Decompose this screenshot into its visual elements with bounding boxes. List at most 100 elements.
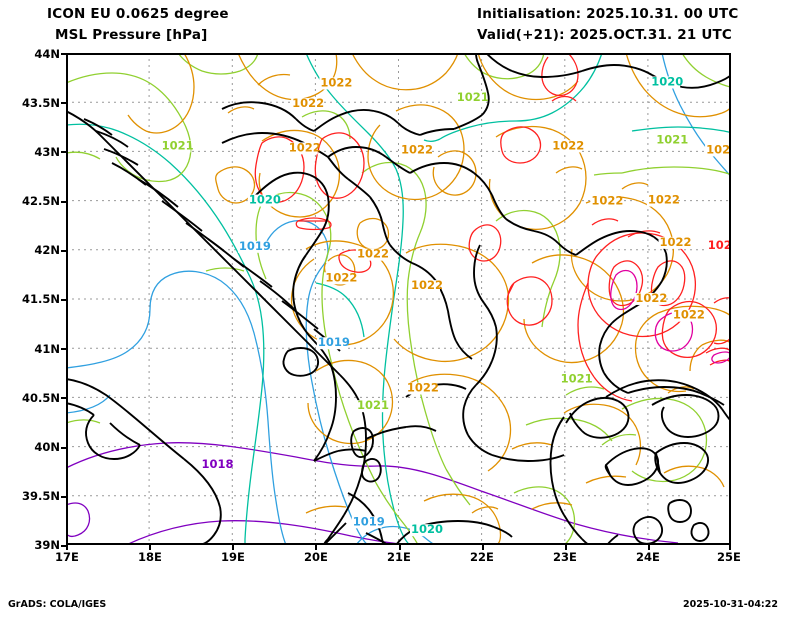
tick-x-23E <box>564 545 567 550</box>
contour-label: 1022 <box>635 291 667 305</box>
contour-label-mask <box>316 337 347 350</box>
tick-x-24E <box>647 545 650 550</box>
x-axis-label-21E: 21E <box>387 550 411 564</box>
y-axis-label-43.5N: 43.5N <box>22 96 60 110</box>
tick-x-20E <box>315 545 318 550</box>
contour-label-mask <box>706 239 731 252</box>
y-axis-label-40N: 40N <box>34 440 60 454</box>
initialisation-time: Initialisation: 2025.10.31. 00 UTC <box>477 6 739 22</box>
y-axis-label-42.5N: 42.5N <box>22 194 60 208</box>
contour-label-mask <box>646 194 677 207</box>
tick-x-22E <box>481 545 484 550</box>
contour-1021 <box>66 53 731 545</box>
contour-label: 1022 <box>357 247 389 261</box>
contour-1022 <box>127 53 731 545</box>
contour-label-mask <box>291 98 322 111</box>
tick-y-43 <box>61 151 66 154</box>
contour-label: 1021 <box>656 133 688 147</box>
contour-label: 1021 <box>561 372 593 386</box>
y-axis-label-39N: 39N <box>34 538 60 552</box>
contour-label: 1022 <box>552 138 584 152</box>
tick-y-41 <box>61 348 66 351</box>
plot-frame <box>66 53 731 545</box>
contour-label: 1022 <box>325 270 357 284</box>
contour-label: 1022 <box>411 278 443 292</box>
contour-label: 1019 <box>239 239 271 253</box>
contour-1018 <box>66 442 679 545</box>
contour-label: 1023 <box>708 238 731 252</box>
contour-label-mask <box>287 142 318 155</box>
contour-label-mask <box>455 92 486 105</box>
y-axis-label-40.5N: 40.5N <box>22 391 60 405</box>
tick-x-17E <box>66 545 68 550</box>
x-axis-label-25E: 25E <box>717 550 741 564</box>
contour-label-mask <box>355 400 386 413</box>
contour-1020 <box>66 53 731 545</box>
field-title: MSL Pressure [hPa] <box>55 27 208 43</box>
tick-y-40 <box>61 446 66 449</box>
x-axis-label-20E: 20E <box>304 550 328 564</box>
tick-y-39.5 <box>61 495 66 498</box>
tick-y-43.5 <box>61 102 66 105</box>
y-axis-label-44N: 44N <box>34 47 60 61</box>
contour-label: 1020 <box>411 522 443 536</box>
grads-credit: GrADS: COLA/IGES <box>8 599 107 610</box>
contour-label-mask <box>247 194 278 207</box>
contour-label-mask <box>200 459 231 472</box>
tick-x-18E <box>149 545 152 550</box>
x-axis-label-23E: 23E <box>553 550 577 564</box>
contour-label-mask <box>705 144 731 157</box>
x-axis-label-19E: 19E <box>221 550 245 564</box>
contour-label-mask <box>634 292 665 305</box>
contour-label-mask <box>658 236 689 249</box>
contour-label-mask <box>405 382 436 395</box>
x-axis-label-24E: 24E <box>636 550 660 564</box>
contour-label-mask <box>671 309 702 322</box>
contour-label-mask <box>355 248 386 261</box>
y-axis-label-39.5N: 39.5N <box>22 489 60 503</box>
y-axis-label-42N: 42N <box>34 243 60 257</box>
contour-label: 1021 <box>357 398 389 412</box>
valid-time: Valid(+21): 2025.OCT.31. 21 UTC <box>477 27 733 43</box>
contour-label: 1021 <box>457 90 489 104</box>
contour-label: 1022 <box>289 140 321 154</box>
contour-label-mask <box>590 195 621 208</box>
contour-label: 1018 <box>201 457 233 471</box>
contour-label-mask <box>650 76 681 89</box>
contour-label-mask <box>237 240 268 253</box>
map-canvas: 1022102210211020102110211022102210221022… <box>66 53 731 545</box>
contour-label: 1022 <box>401 142 433 156</box>
tick-y-44 <box>61 53 66 55</box>
contour-label-mask <box>324 272 355 285</box>
contour-labels: 1022102210211020102110211022102210221022… <box>160 74 731 537</box>
x-axis-label-22E: 22E <box>470 550 494 564</box>
contour-label-mask <box>559 373 590 386</box>
contour-label: 1019 <box>318 335 350 349</box>
contour-label-mask <box>160 140 191 153</box>
contour-label: 1020 <box>651 74 683 88</box>
contour-label: 1020 <box>249 193 281 207</box>
tick-x-21E <box>398 545 401 550</box>
contour-label: 1022 <box>407 380 439 394</box>
contour-label-mask <box>351 516 382 529</box>
contour-label: 1022 <box>591 194 623 208</box>
y-axis-label-43N: 43N <box>34 145 60 159</box>
contour-label-mask <box>409 524 440 537</box>
contour-label-mask <box>319 77 350 90</box>
x-axis-label-17E: 17E <box>55 550 79 564</box>
contour-map-plot: 1022102210211020102110211022102210221022… <box>61 53 731 550</box>
render-timestamp: 2025-10-31-04:22 <box>683 599 778 610</box>
contour-label: 1022 <box>648 193 680 207</box>
contour-label: 1022 <box>320 75 352 89</box>
tick-y-42.5 <box>61 200 66 203</box>
contour-label: 1022 <box>706 142 731 156</box>
x-axis-label-18E: 18E <box>138 550 162 564</box>
tick-x-25E <box>729 545 731 550</box>
contour-label-mask <box>399 144 430 157</box>
contour-label-mask <box>551 140 582 153</box>
coastlines-and-borders <box>66 53 731 545</box>
contour-label: 1021 <box>162 138 194 152</box>
y-axis-label-41.5N: 41.5N <box>22 292 60 306</box>
tick-x-19E <box>232 545 235 550</box>
contour-label-mask <box>409 280 440 293</box>
